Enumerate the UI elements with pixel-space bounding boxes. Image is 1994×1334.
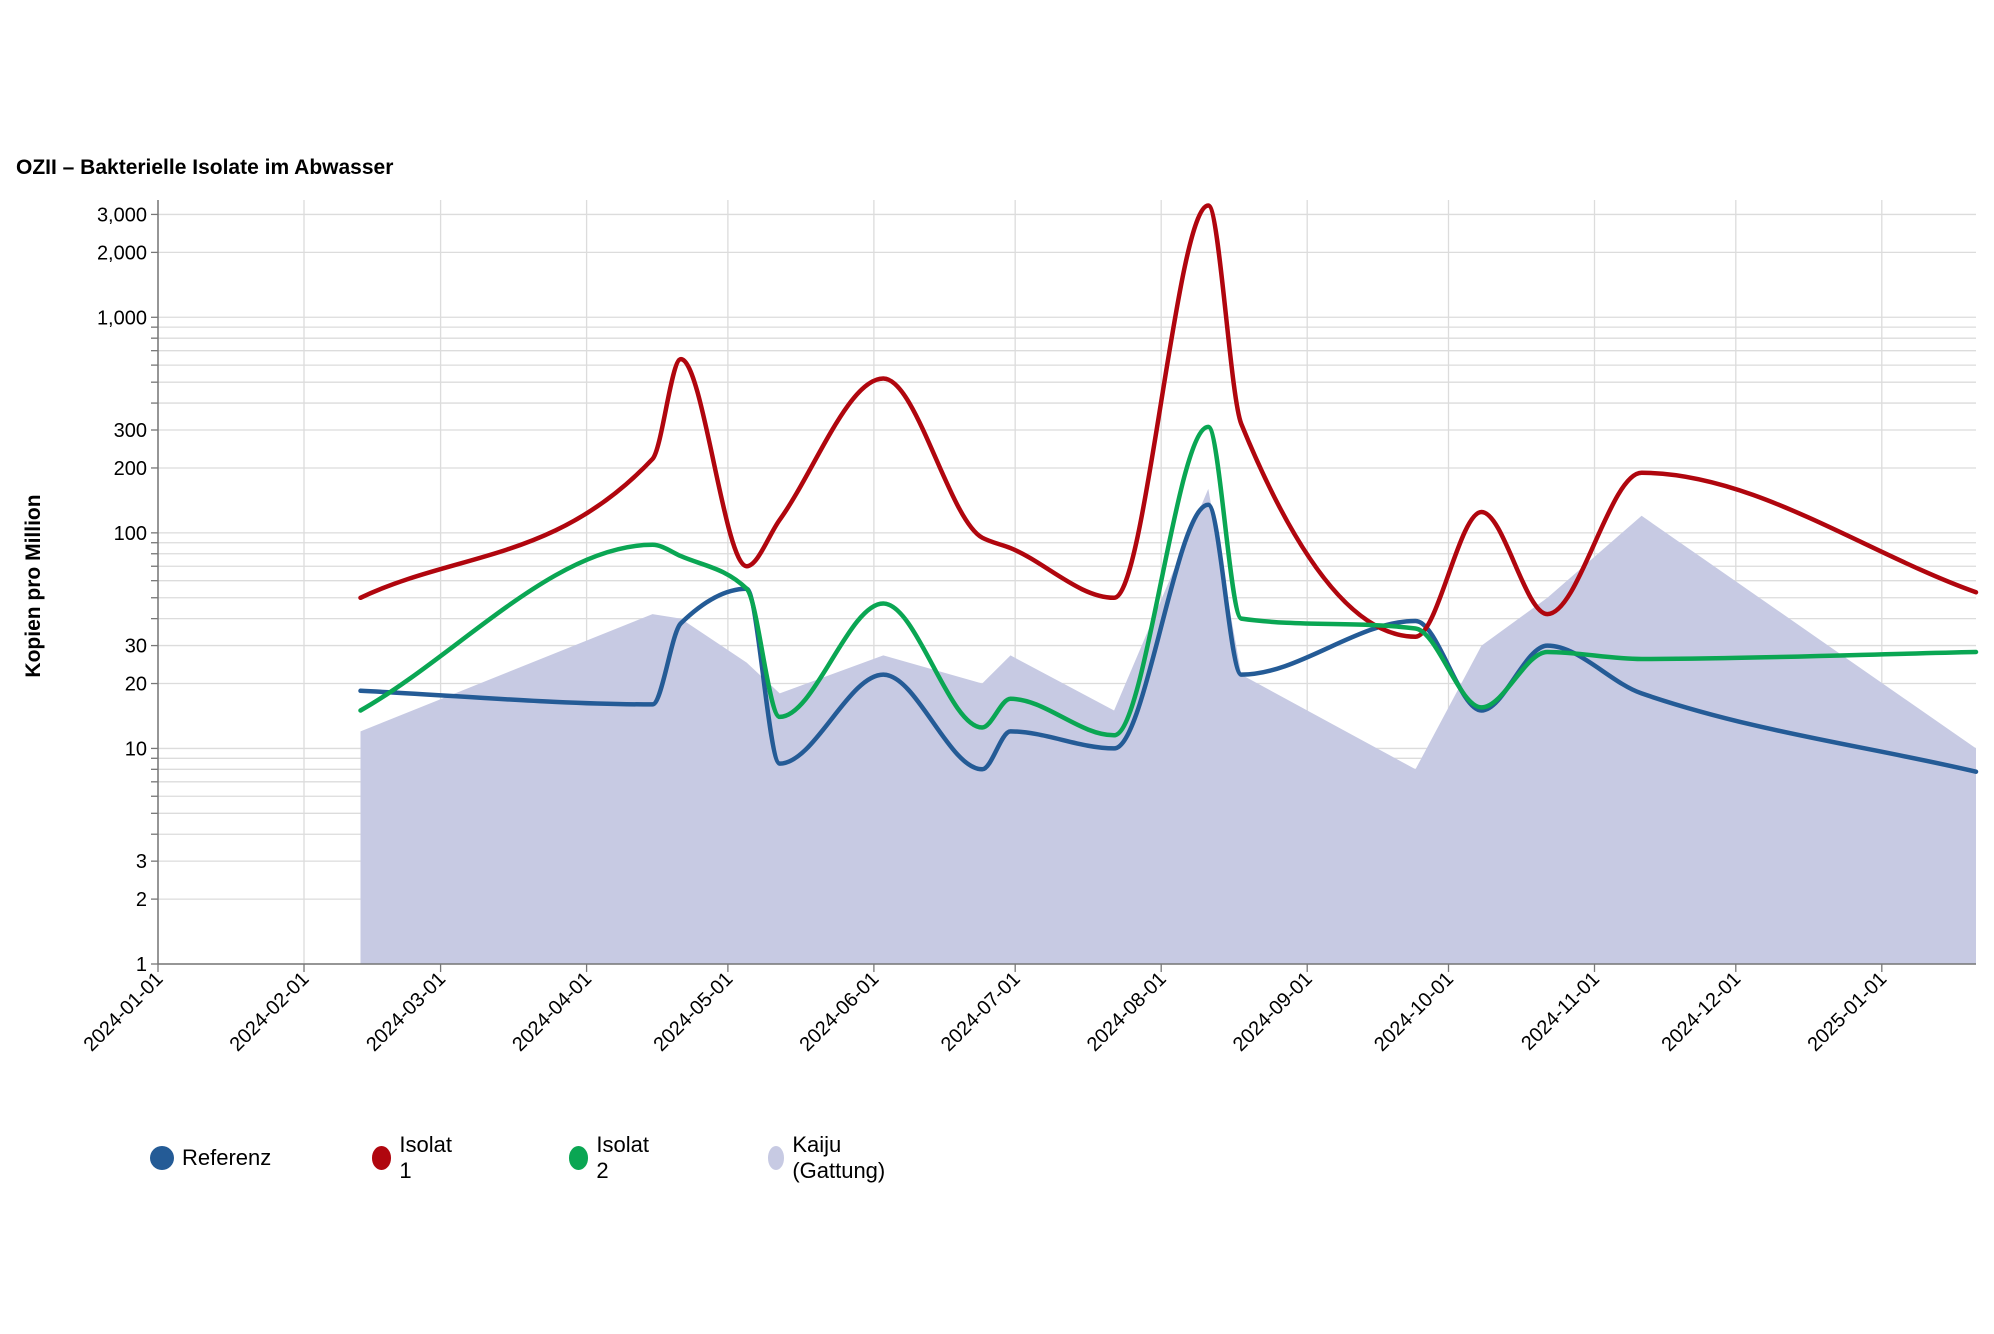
legend-item[interactable]: Referenz	[150, 1143, 271, 1173]
x-tick-label: 2024-07-01	[937, 968, 1025, 1056]
y-tick-label: 2,000	[97, 242, 147, 264]
y-tick-label: 300	[114, 420, 147, 442]
line-layer	[358, 203, 1979, 774]
x-tick-label: 2024-09-01	[1229, 968, 1317, 1056]
x-tick-label: 2024-05-01	[650, 968, 738, 1056]
y-tick-label: 100	[114, 523, 147, 545]
y-tick-label: 1,000	[97, 307, 147, 329]
x-tick-label: 2024-11-01	[1517, 968, 1604, 1055]
legend-label: Referenz	[182, 1145, 272, 1170]
x-tick-label: 2024-10-01	[1370, 968, 1458, 1056]
x-tick-label: 2024-12-01	[1657, 968, 1745, 1056]
legend-label: Kaiju (Gattung)	[792, 1132, 886, 1183]
series-line-1	[358, 502, 1979, 774]
legend-label: Isolat 1	[399, 1132, 452, 1183]
y-tick-label: 30	[125, 636, 147, 658]
y-tick-label: 10	[125, 738, 147, 760]
x-tick-label: 2024-03-01	[362, 968, 450, 1056]
legend-swatch	[569, 1146, 589, 1170]
x-tick-label: 2024-06-01	[796, 968, 884, 1056]
series-line-2	[358, 203, 1979, 639]
y-tick-label: 20	[125, 674, 147, 696]
y-axis-label: Kopien pro Million	[22, 494, 45, 677]
legend-swatch	[150, 1146, 174, 1170]
x-tick-label: 2024-08-01	[1083, 968, 1171, 1056]
legend-item[interactable]: Isolat 1	[372, 1132, 457, 1183]
legend-swatch	[372, 1146, 392, 1170]
series-area-kaiju	[360, 488, 1976, 964]
legend-label: Isolat 2	[596, 1132, 649, 1183]
legend-swatch	[768, 1146, 785, 1170]
x-tick-label: 2024-01-01	[80, 968, 168, 1056]
x-tick-label: 2025-01-01	[1803, 968, 1891, 1056]
y-tick-label: 200	[114, 458, 147, 480]
legend-item[interactable]: Kaiju (Gattung)	[768, 1132, 893, 1183]
x-tick-label: 2024-04-01	[508, 968, 596, 1056]
y-tick-label: 3	[136, 851, 147, 873]
area-layer	[360, 488, 1976, 964]
chart-title: OZII – Bakterielle Isolate im Abwasser	[16, 156, 393, 179]
legend-item[interactable]: Isolat 2	[569, 1132, 654, 1183]
y-tick-label: 2	[136, 889, 147, 911]
y-tick-label: 1	[136, 954, 147, 976]
y-tick-label: 3,000	[97, 204, 147, 226]
series-line-3	[358, 424, 1979, 738]
x-tick-label: 2024-02-01	[226, 968, 314, 1056]
